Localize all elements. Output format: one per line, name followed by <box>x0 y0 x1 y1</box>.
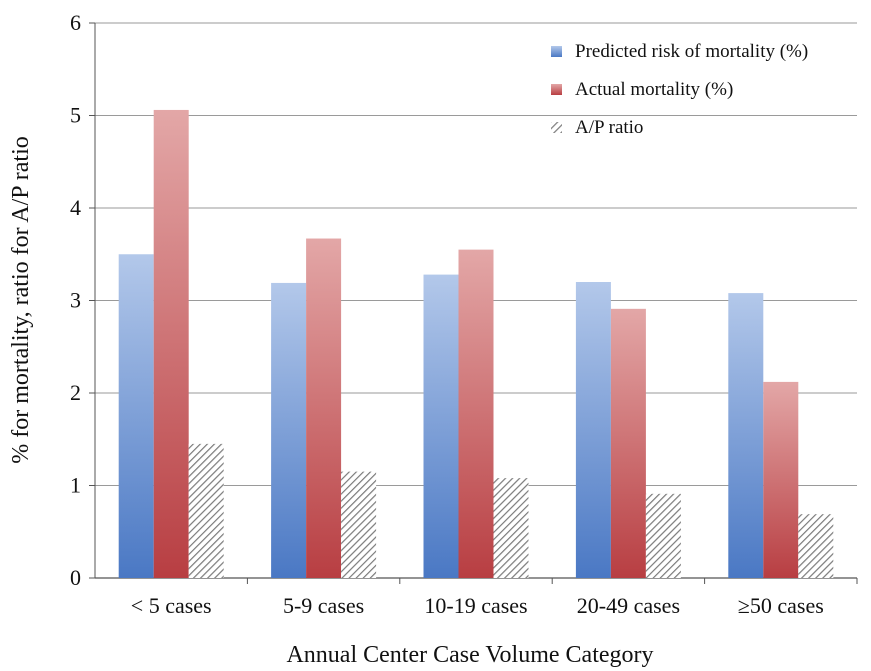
bar-actual <box>306 238 342 578</box>
tick-labels: 0 1 2 3 4 5 6 < 5 cases 5-9 cases 10-19 cases 20-4… <box>70 10 824 618</box>
x-tick-label: 5-9 cases <box>283 593 364 618</box>
x-tick-label: < 5 cases <box>131 593 212 618</box>
bar-actual <box>458 249 494 578</box>
legend-swatch <box>551 84 562 95</box>
legend: Predicted risk of mortality (%) Actual mo… <box>551 41 808 138</box>
bar-predicted <box>728 293 764 578</box>
y-tick-label: 1 <box>70 473 81 498</box>
y-axis-title: % for mortality, ratio for A/P ratio <box>8 136 34 463</box>
y-tick-label: 3 <box>70 288 81 313</box>
bar-ap-ratio <box>188 443 224 578</box>
x-tick-label: 10-19 cases <box>424 593 527 618</box>
bar-actual <box>610 308 646 578</box>
legend-swatch <box>551 46 562 57</box>
y-tick-label: 2 <box>70 380 81 405</box>
legend-label: A/P ratio <box>575 117 643 138</box>
bar-predicted <box>423 274 459 578</box>
bar-predicted <box>575 282 611 578</box>
x-axis-title: Annual Center Case Volume Category <box>286 642 653 668</box>
bar-ap-ratio <box>645 493 681 578</box>
x-tick-label: 20-49 cases <box>577 593 680 618</box>
bar-ap-ratio <box>341 471 377 578</box>
bar-ap-ratio <box>493 478 529 578</box>
y-tick-label: 5 <box>70 103 81 128</box>
bar-predicted <box>271 282 307 578</box>
x-tick-label: ≥50 cases <box>738 593 824 618</box>
bar-predicted <box>118 254 154 578</box>
bar-ap-ratio <box>798 514 834 578</box>
bar-actual <box>763 381 799 578</box>
y-tick-label: 4 <box>70 195 81 220</box>
legend-label: Predicted risk of mortality (%) <box>575 41 808 62</box>
y-tick-label: 6 <box>70 10 81 35</box>
bars <box>118 109 834 578</box>
y-tick-label: 0 <box>70 565 81 590</box>
legend-label: Actual mortality (%) <box>575 79 733 100</box>
legend-swatch <box>551 122 562 133</box>
bar-actual <box>153 109 189 578</box>
